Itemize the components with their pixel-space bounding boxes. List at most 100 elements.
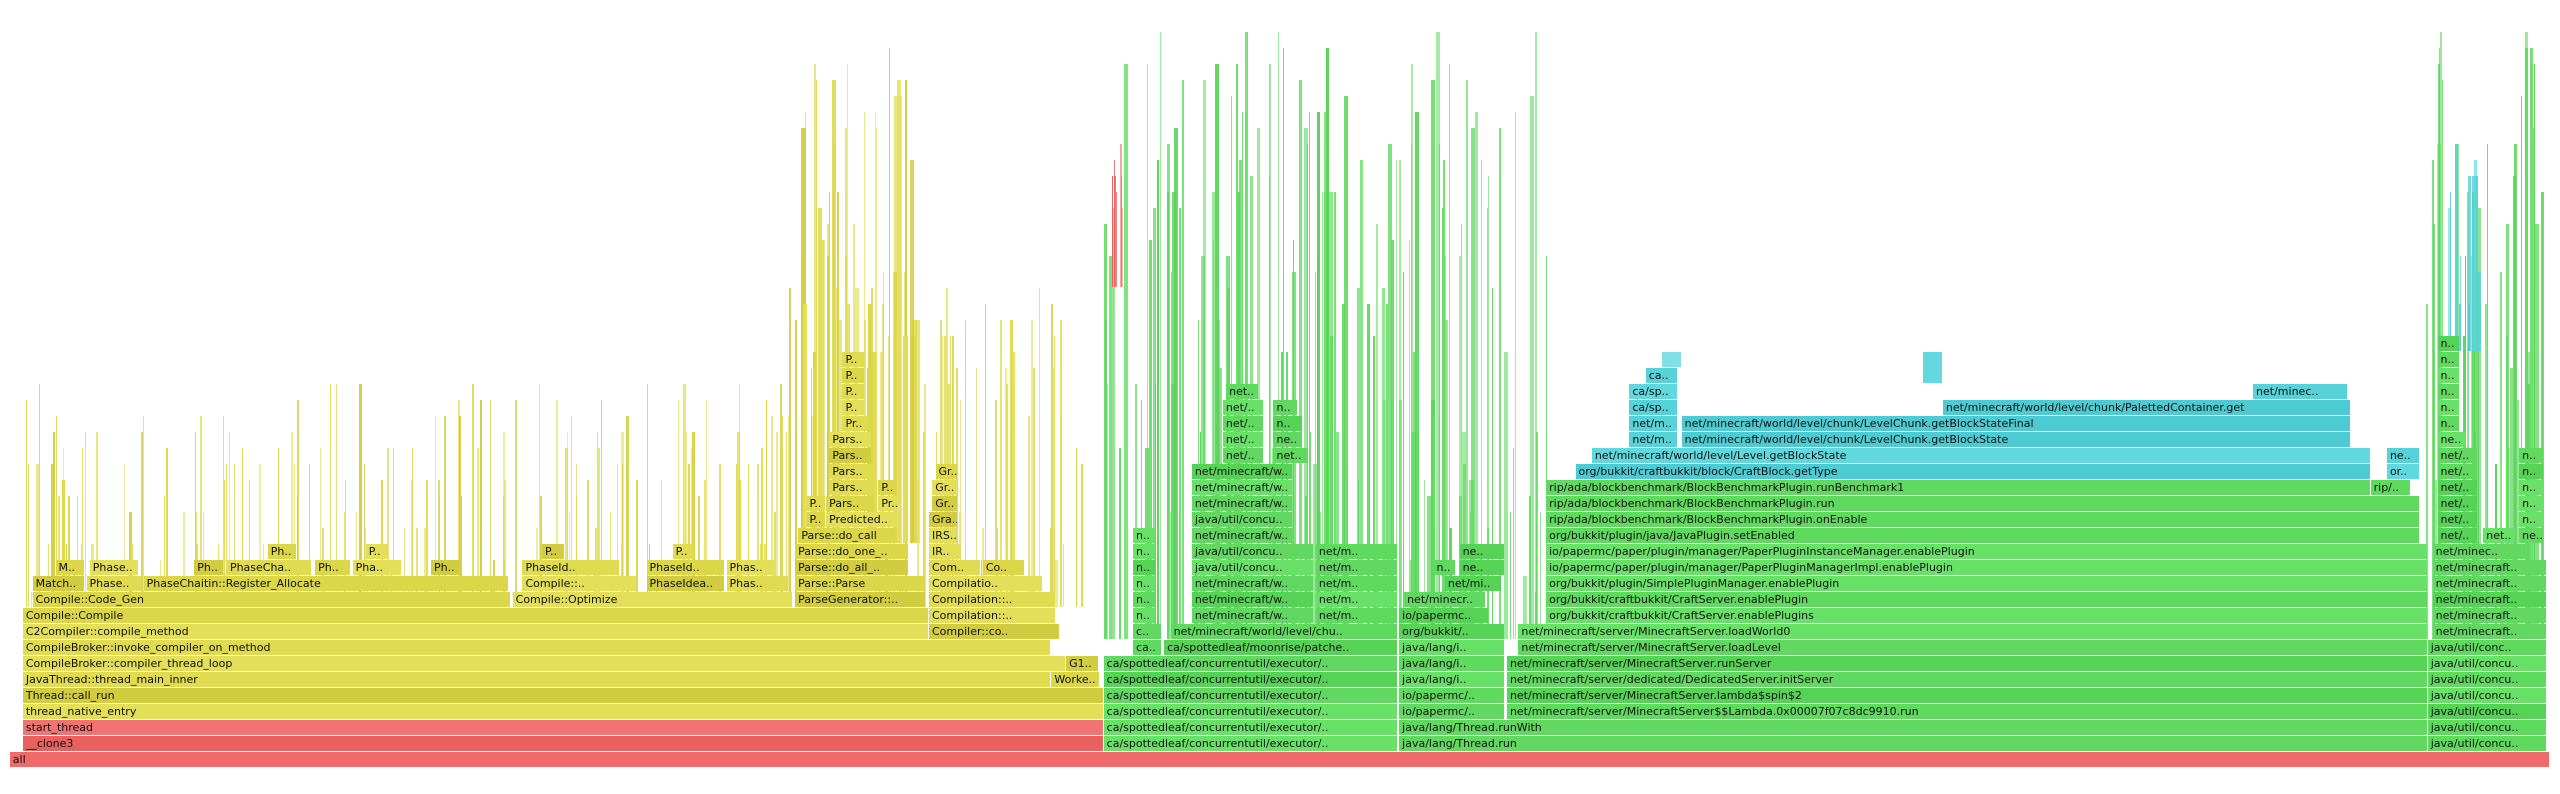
- stack-frame[interactable]: java/util/concu..: [2427, 704, 2546, 719]
- stack-frame[interactable]: start_thread: [22, 720, 1103, 735]
- stack-frame[interactable]: ca/spottedleaf/moonrise/patche..: [1164, 640, 1397, 655]
- stack-frame[interactable]: ca/spottedleaf/concurrentutil/executor/.…: [1103, 704, 1397, 719]
- stack-frame[interactable]: net/minecraft..: [2432, 624, 2546, 639]
- stack-frame[interactable]: n..: [1433, 560, 1456, 575]
- stack-frame[interactable]: n..: [2519, 448, 2543, 463]
- stack-frame[interactable]: net/minecraft/server/MinecraftServer.run…: [1506, 656, 2427, 671]
- stack-frame[interactable]: CompileBroker::invoke_compiler_on_method: [22, 640, 1051, 655]
- stack-frame[interactable]: Pr..: [842, 416, 868, 431]
- stack-frame[interactable]: java/lang/Thread.runWith: [1399, 720, 2427, 735]
- stack-frame[interactable]: org/bukkit/craftbukkit/block/CraftBlock.…: [1575, 464, 2370, 479]
- stack-frame[interactable]: org/bukkit/craftbukkit/CraftServer.enabl…: [1546, 592, 2427, 607]
- stack-frame[interactable]: net..: [1273, 448, 1309, 463]
- stack-frame[interactable]: or..: [2386, 464, 2419, 479]
- stack-frame[interactable]: net..: [1226, 384, 1258, 399]
- stack-frame[interactable]: Pha..: [352, 560, 401, 575]
- stack-frame[interactable]: net/minecraft/w..: [1191, 592, 1314, 607]
- stack-frame[interactable]: net/minecraft/w..: [1191, 576, 1314, 591]
- stack-frame[interactable]: n..: [1133, 608, 1155, 623]
- stack-frame[interactable]: java/lang/Thread.run: [1399, 736, 2427, 751]
- stack-frame[interactable]: Parse::do_one_..: [795, 544, 909, 559]
- stack-frame[interactable]: ne..: [1273, 432, 1302, 447]
- stack-frame[interactable]: net/m..: [1315, 544, 1397, 559]
- stack-frame[interactable]: P..: [878, 480, 897, 495]
- stack-frame[interactable]: __clone3: [22, 736, 1103, 751]
- stack-frame[interactable]: net/..: [1222, 416, 1263, 431]
- stack-frame[interactable]: P..: [806, 496, 826, 511]
- stack-frame[interactable]: Pars..: [829, 480, 875, 495]
- stack-frame[interactable]: net/minecraft..: [2432, 560, 2546, 575]
- stack-frame[interactable]: Gra..: [928, 512, 958, 527]
- stack-frame[interactable]: io/papermc..: [1399, 608, 1488, 623]
- stack-frame[interactable]: n..: [1273, 400, 1297, 415]
- stack-frame[interactable]: ca..: [1133, 640, 1162, 655]
- stack-frame[interactable]: all: [9, 752, 2550, 767]
- stack-frame[interactable]: ne..: [2437, 432, 2466, 447]
- stack-frame[interactable]: n..: [2437, 352, 2460, 367]
- stack-frame[interactable]: n..: [2437, 384, 2460, 399]
- stack-frame[interactable]: net/..: [2437, 464, 2478, 479]
- stack-frame[interactable]: Pars..: [829, 448, 871, 463]
- stack-frame[interactable]: Phas..: [726, 560, 775, 575]
- stack-frame[interactable]: ca..: [1645, 368, 1678, 383]
- stack-frame[interactable]: n..: [1133, 592, 1155, 607]
- stack-frame[interactable]: P..: [542, 544, 564, 559]
- stack-frame[interactable]: n..: [1133, 576, 1155, 591]
- stack-frame[interactable]: P..: [806, 512, 826, 527]
- stack-frame[interactable]: ca/spottedleaf/concurrentutil/executor/.…: [1103, 736, 1397, 751]
- stack-frame[interactable]: Compile::Code_Gen: [32, 592, 510, 607]
- stack-frame[interactable]: Gr..: [935, 464, 958, 479]
- stack-frame[interactable]: net/minecraft/server/MinecraftServer.lam…: [1506, 688, 2427, 703]
- stack-frame[interactable]: Compilation::..: [928, 592, 1056, 607]
- stack-frame[interactable]: net/minecraft/world/level/chunk/LevelChu…: [1681, 432, 2350, 447]
- stack-frame[interactable]: net/m..: [1629, 432, 1678, 447]
- stack-frame[interactable]: n..: [2519, 496, 2543, 511]
- stack-frame[interactable]: net/..: [1222, 432, 1263, 447]
- stack-frame[interactable]: ne..: [2386, 448, 2419, 463]
- stack-frame[interactable]: org/bukkit/plugin/SimplePluginManager.en…: [1546, 576, 2427, 591]
- stack-frame[interactable]: Ph..: [194, 560, 223, 575]
- stack-frame[interactable]: P..: [672, 544, 695, 559]
- stack-frame[interactable]: Gr..: [932, 496, 958, 511]
- stack-frame[interactable]: ca/spottedleaf/concurrentutil/executor/.…: [1103, 688, 1397, 703]
- stack-frame[interactable]: n..: [2437, 416, 2460, 431]
- stack-frame[interactable]: rip/ada/blockbenchmark/BlockBenchmarkPlu…: [1546, 512, 2419, 527]
- stack-frame[interactable]: IRS..: [928, 528, 958, 543]
- stack-frame[interactable]: P..: [842, 368, 865, 383]
- stack-frame[interactable]: ca/spottedleaf/concurrentutil/executor/.…: [1103, 720, 1397, 735]
- stack-frame[interactable]: Parse::do_call: [798, 528, 896, 543]
- stack-frame[interactable]: G1..: [1066, 656, 1098, 671]
- stack-frame[interactable]: ca/sp..: [1629, 384, 1678, 399]
- stack-frame[interactable]: java/util/concu..: [2427, 720, 2546, 735]
- stack-frame[interactable]: Compilation::..: [928, 608, 1056, 623]
- stack-frame[interactable]: Phase..: [89, 560, 138, 575]
- stack-frame[interactable]: java/lang/i..: [1399, 656, 1505, 671]
- stack-frame[interactable]: net/..: [2437, 496, 2478, 511]
- stack-frame[interactable]: M..: [55, 560, 84, 575]
- stack-frame[interactable]: rip/..: [2370, 480, 2411, 495]
- stack-frame[interactable]: Predicted..: [826, 512, 897, 527]
- stack-frame[interactable]: P..: [842, 400, 865, 415]
- stack-frame[interactable]: net/m..: [1315, 592, 1397, 607]
- stack-frame[interactable]: java/util/concu..: [1191, 512, 1293, 527]
- stack-frame[interactable]: n..: [1133, 560, 1155, 575]
- stack-frame[interactable]: io/papermc/..: [1399, 704, 1505, 719]
- stack-frame[interactable]: net/..: [1222, 448, 1263, 463]
- stack-frame[interactable]: net/..: [2437, 528, 2478, 543]
- stack-frame[interactable]: Compilatio..: [928, 576, 1043, 591]
- stack-frame[interactable]: Worke..: [1051, 672, 1100, 687]
- stack-frame[interactable]: Pars..: [829, 464, 875, 479]
- stack-frame[interactable]: java/util/concu..: [2427, 672, 2546, 687]
- stack-frame[interactable]: net/minec..: [2253, 384, 2347, 399]
- stack-frame[interactable]: ca/spottedleaf/concurrentutil/executor/.…: [1103, 656, 1397, 671]
- stack-frame[interactable]: java/util/concu..: [1191, 560, 1314, 575]
- stack-frame[interactable]: Ph..: [431, 560, 460, 575]
- stack-frame[interactable]: net/minecraft/w..: [1191, 480, 1293, 495]
- stack-frame[interactable]: net/minecraft/w..: [1191, 496, 1293, 511]
- stack-frame[interactable]: n..: [2437, 336, 2460, 351]
- stack-frame[interactable]: Thread::call_run: [22, 688, 1103, 703]
- stack-frame[interactable]: rip/ada/blockbenchmark/BlockBenchmarkPlu…: [1546, 480, 2370, 495]
- stack-frame[interactable]: P..: [842, 352, 865, 367]
- stack-frame[interactable]: n..: [2519, 464, 2543, 479]
- stack-frame[interactable]: io/papermc/paper/plugin/manager/PaperPlu…: [1546, 544, 2427, 559]
